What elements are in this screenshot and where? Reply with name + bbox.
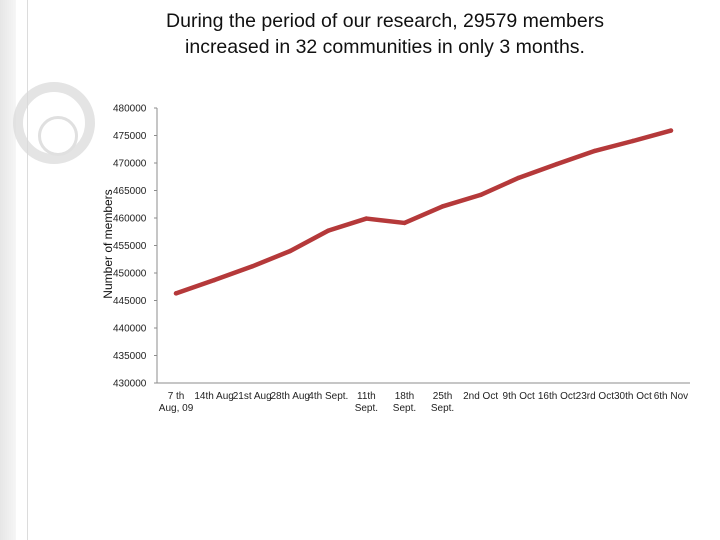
data-point (326, 228, 331, 233)
x-tick-label: 9th Oct (503, 391, 535, 402)
y-tick-label: 470000 (113, 159, 147, 170)
x-tick-label: 23rd Oct (576, 391, 615, 402)
series-line (173, 128, 674, 296)
x-tick-label: 11th (357, 391, 376, 402)
y-tick-label: 455000 (113, 241, 147, 252)
data-point (440, 204, 445, 209)
x-tick-label: 16th Oct (538, 391, 576, 402)
slide-title-line-2: increased in 32 communities in only 3 mo… (185, 36, 585, 58)
x-tick-label: 18th (395, 391, 414, 402)
data-point (478, 192, 483, 198)
x-tick-label: 28th Aug (271, 391, 310, 402)
y-tick-label: 480000 (113, 104, 147, 115)
decorative-side-bar (0, 0, 16, 540)
y-tick-label: 475000 (113, 131, 147, 142)
x-tick-label: 30th Oct (614, 391, 652, 402)
y-tick-label: 460000 (113, 214, 147, 225)
y-tick-label: 445000 (113, 296, 147, 307)
y-axis-title: Number of members (101, 189, 115, 298)
data-point (592, 148, 598, 154)
x-tick-label: 14th Aug (194, 391, 233, 402)
x-tick-label: 21st Aug (233, 391, 272, 402)
y-tick-label: 430000 (113, 379, 147, 390)
decorative-inner-ring (38, 116, 78, 156)
data-point (364, 216, 369, 221)
y-tick-label: 465000 (113, 186, 147, 197)
data-point (288, 248, 293, 254)
decorative-ring (13, 82, 95, 164)
slide-title-line-1: During the period of our research, 29579… (166, 10, 604, 32)
x-tick-label: Sept. (431, 403, 454, 414)
data-point (211, 277, 217, 283)
x-tick-label: Sept. (355, 403, 378, 414)
x-tick-label: 2nd Oct (463, 391, 498, 402)
x-tick-label: Aug, 09 (159, 403, 194, 414)
y-tick-label: 450000 (113, 269, 147, 280)
decorative-vertical-line (27, 0, 28, 540)
data-point (249, 264, 255, 269)
x-tick-label: 25th (433, 391, 452, 402)
slide-title: During the period of our research, 29579… (70, 8, 700, 60)
x-tick-label: 7 th (168, 391, 185, 402)
data-point (173, 291, 179, 296)
y-tick-label: 435000 (113, 351, 147, 362)
data-point (630, 138, 636, 144)
x-tick-label: 6th Nov (654, 391, 688, 402)
data-point (402, 220, 407, 226)
data-point (516, 175, 521, 181)
x-tick-label: 4th Sept. (308, 391, 348, 402)
data-point (668, 128, 674, 133)
y-tick-label: 440000 (113, 324, 147, 335)
x-tick-label: Sept. (393, 403, 416, 414)
data-point (554, 161, 559, 167)
